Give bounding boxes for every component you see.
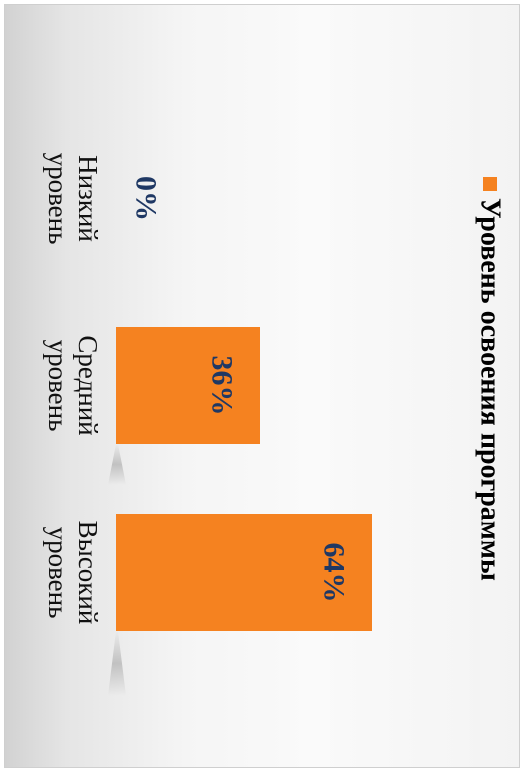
legend-swatch: [483, 177, 497, 191]
x-tick-label: Среднийуровень: [43, 335, 103, 435]
x-tick-labels: Низкийуровень Среднийуровень Высокийуровен…: [43, 153, 103, 625]
legend-label: Уровень освоения программы: [475, 198, 506, 581]
legend: Уровень освоения программы: [475, 177, 506, 581]
bar-shadow: [108, 631, 126, 696]
x-tick-label: Низкийуровень: [43, 153, 103, 245]
bar-shadow: [108, 444, 126, 485]
bar: [116, 514, 372, 631]
data-label: 64%: [318, 543, 351, 603]
data-label: 36%: [206, 356, 239, 416]
data-labels: 0% 36% 64%: [130, 176, 351, 603]
bar: [116, 327, 260, 444]
data-label: 0%: [130, 176, 163, 221]
bar-shadows: [108, 444, 126, 696]
chart-frame: [4, 4, 520, 768]
bars: [116, 327, 372, 631]
x-tick-label: Высокийуровень: [43, 521, 103, 625]
